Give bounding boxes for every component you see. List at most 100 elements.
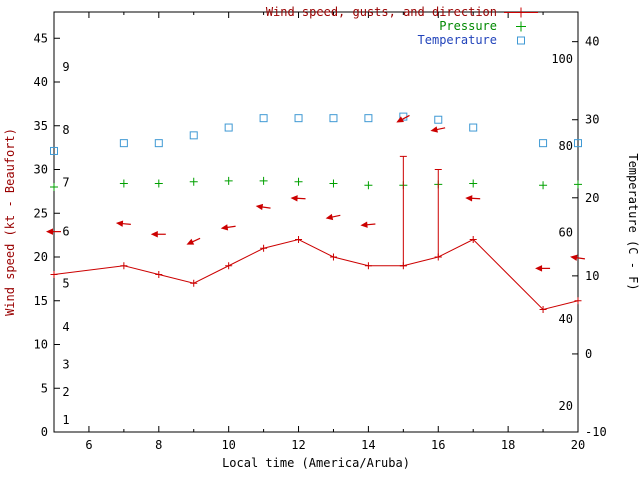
wind-point-marker <box>399 262 407 270</box>
pressure-marker <box>574 180 582 189</box>
temperature-square-sample-icon <box>503 34 539 47</box>
plot-border <box>53 11 579 433</box>
legend: Wind speed, gusts, and direction Pressur… <box>266 6 539 47</box>
temp-c-tick-label: 10 <box>585 269 599 283</box>
x-tick-label: 12 <box>291 438 305 452</box>
temp-f-label: 100 <box>551 52 573 66</box>
wind-tick-label: 45 <box>34 31 48 45</box>
wind-arrow-head <box>186 238 195 245</box>
temp-c-tick-label: 30 <box>585 113 599 127</box>
x-tick-label: 8 <box>155 438 162 452</box>
y-left-axis-title: Wind speed (kt - Beaufort) <box>3 128 17 316</box>
wind-direction-arrow <box>255 203 271 211</box>
pressure-marker <box>189 177 198 186</box>
legend-entry-pressure: Pressure <box>439 20 539 33</box>
pressure-marker <box>119 179 128 188</box>
wind-direction-arrow <box>535 265 551 272</box>
beaufort-label: 3 <box>62 358 69 372</box>
temp-f-label: 20 <box>559 399 573 413</box>
wind-arrow-head <box>360 221 368 228</box>
wind-point-marker <box>155 271 163 278</box>
pressure-marker <box>224 176 233 185</box>
temperature-marker <box>364 114 373 123</box>
wind-arrow-head <box>150 231 158 238</box>
wind-arrow-head <box>255 203 264 211</box>
legend-label-wind: Wind speed, gusts, and direction <box>265 5 497 19</box>
wind-point-marker <box>295 236 303 243</box>
wind-errorbar-sample-icon <box>503 6 539 19</box>
wind-arrow-head <box>325 213 334 221</box>
wind-arrow-head <box>465 195 473 202</box>
temp-c-tick-label: 20 <box>585 191 599 205</box>
wind-direction-arrow <box>570 254 586 261</box>
beaufort-label: 1 <box>62 413 69 427</box>
temp-c-tick-label: -10 <box>585 425 607 439</box>
pressure-marker <box>50 183 58 191</box>
temperature-marker <box>574 139 582 148</box>
temperature-marker <box>119 139 128 148</box>
wind-point-marker <box>364 262 372 270</box>
legend-entry-temperature: Temperature <box>418 34 539 47</box>
x-tick-label: 6 <box>85 438 92 452</box>
wind-gust-bar <box>399 155 407 267</box>
wind-arrow-shaft <box>226 225 236 229</box>
wind-arrow-head <box>115 220 124 227</box>
temperature-marker <box>259 114 268 123</box>
x-axis-title: Local time (America/Aruba) <box>222 456 410 470</box>
beaufort-label: 9 <box>62 60 69 74</box>
temperature-marker <box>294 114 303 123</box>
wind-point-marker <box>539 306 547 313</box>
temp-f-label: 60 <box>559 225 573 239</box>
wind-direction-arrow <box>430 126 446 133</box>
temperature-marker <box>539 139 548 148</box>
y-right-axis-title: Temperature (C - F) <box>626 153 640 290</box>
wind-direction-arrow <box>220 224 236 231</box>
x-tick-label: 16 <box>431 438 445 452</box>
temp-c-tick-label: 40 <box>585 35 599 49</box>
wind-line <box>53 238 579 311</box>
legend-entry-wind: Wind speed, gusts, and direction <box>266 6 539 19</box>
wind-arrow-shaft <box>191 237 201 243</box>
legend-label-pressure: Pressure <box>439 19 497 33</box>
beaufort-label: 4 <box>62 320 69 334</box>
temperature-marker <box>434 115 443 124</box>
temp-f-label: 40 <box>559 312 573 326</box>
wind-tick-label: 40 <box>34 75 48 89</box>
wind-arrow-shaft <box>261 206 271 209</box>
wind-tick-label: 25 <box>34 206 48 220</box>
wind-arrow-shaft <box>366 223 376 226</box>
beaufort-label: 2 <box>62 385 69 399</box>
wind-point-marker <box>329 253 337 261</box>
wind-gust-bar <box>434 169 442 258</box>
wind-point-marker <box>434 253 442 261</box>
beaufort-label: 8 <box>62 123 69 137</box>
temp-c-tick-label: 0 <box>585 347 592 361</box>
pressure-marker <box>469 179 478 188</box>
beaufort-label: 6 <box>62 225 69 239</box>
wind-point-marker <box>469 236 477 243</box>
wind-arrow-shaft <box>575 257 586 260</box>
wind-direction-arrow <box>396 114 410 123</box>
wind-tick-label: 0 <box>41 425 48 439</box>
temp-f-label: 80 <box>559 139 573 153</box>
wind-arrow-head <box>570 254 578 261</box>
wind-arrow-head <box>430 126 438 133</box>
wind-point-marker <box>225 262 233 270</box>
wind-point-marker <box>50 271 58 278</box>
wind-point-marker <box>190 279 198 287</box>
pressure-plus-sample-icon <box>503 20 539 33</box>
wind-arrow-head <box>290 195 298 202</box>
wind-arrow-head <box>220 224 229 231</box>
beaufort-label: 5 <box>62 276 69 290</box>
temperature-marker <box>469 123 478 132</box>
x-tick-label: 18 <box>501 438 515 452</box>
pressure-marker <box>539 181 548 190</box>
legend-label-temperature: Temperature <box>417 33 497 47</box>
wind-arrow-shaft <box>331 214 341 218</box>
temperature-marker <box>189 131 198 140</box>
pressure-marker <box>259 176 268 185</box>
temperature-marker <box>224 123 233 132</box>
wind-direction-arrow <box>360 221 376 228</box>
wind-direction-arrow <box>46 228 61 235</box>
